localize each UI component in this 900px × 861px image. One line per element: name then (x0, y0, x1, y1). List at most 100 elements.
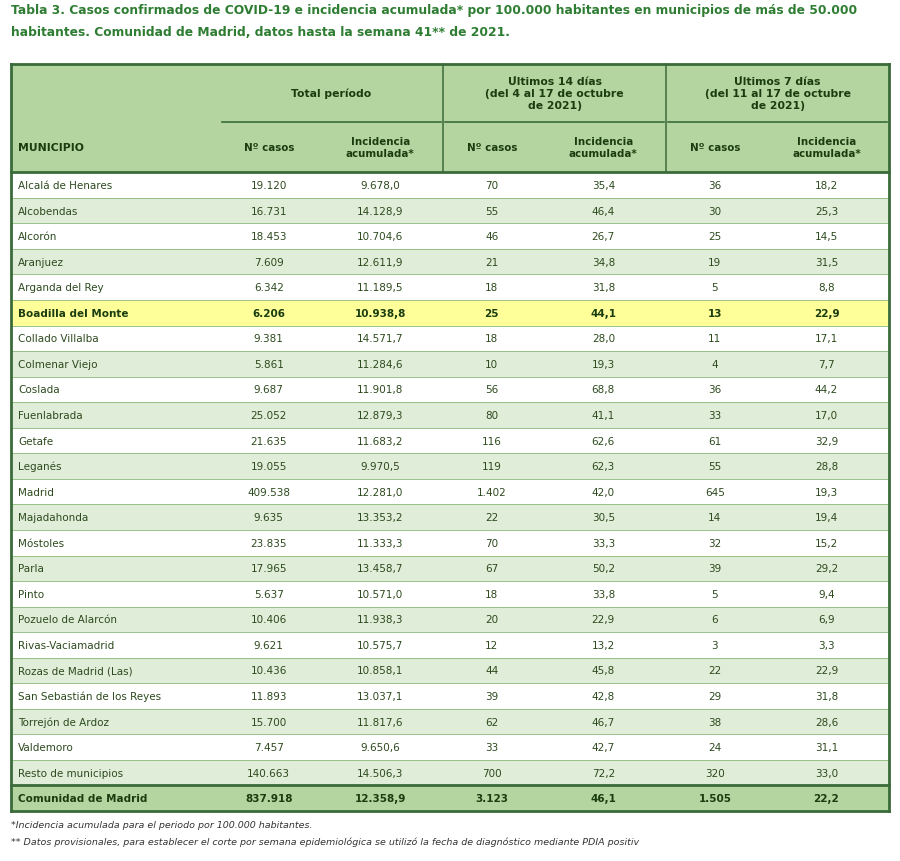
Text: Comunidad de Madrid: Comunidad de Madrid (18, 793, 148, 803)
Bar (11, 581, 889, 607)
Text: Fuenlabrada: Fuenlabrada (18, 411, 83, 420)
Text: 15,2: 15,2 (814, 538, 838, 548)
Text: 46,1: 46,1 (590, 793, 616, 803)
Text: 17,0: 17,0 (814, 411, 838, 420)
Text: 10.406: 10.406 (250, 615, 287, 625)
Text: 16.731: 16.731 (250, 207, 287, 216)
Bar (11, 505, 889, 530)
Text: 28,8: 28,8 (814, 461, 838, 472)
Text: 13,2: 13,2 (591, 641, 615, 650)
Text: 33,8: 33,8 (591, 589, 615, 599)
Text: 10: 10 (485, 359, 499, 369)
Text: Collado Villalba: Collado Villalba (18, 334, 99, 344)
Text: 39: 39 (708, 564, 722, 573)
Text: 11: 11 (708, 334, 722, 344)
Text: 28,6: 28,6 (814, 716, 838, 727)
Text: 12.611,9: 12.611,9 (357, 257, 403, 268)
Text: 46,7: 46,7 (591, 716, 615, 727)
Text: 4: 4 (712, 359, 718, 369)
Text: 116: 116 (482, 436, 502, 446)
Text: 21: 21 (485, 257, 499, 268)
Text: 700: 700 (482, 768, 501, 777)
Text: 11.333,3: 11.333,3 (357, 538, 403, 548)
Bar (11, 480, 889, 505)
Text: Coslada: Coslada (18, 385, 59, 395)
Text: 8,8: 8,8 (818, 283, 835, 293)
Text: 11.938,3: 11.938,3 (357, 615, 403, 625)
Text: 19.055: 19.055 (250, 461, 287, 472)
Text: 10.938,8: 10.938,8 (355, 308, 406, 319)
Bar (11, 199, 889, 224)
Text: 19.120: 19.120 (250, 181, 287, 191)
Bar (11, 760, 889, 785)
Text: 62: 62 (485, 716, 499, 727)
Text: 42,8: 42,8 (591, 691, 615, 701)
Text: 22: 22 (485, 512, 499, 523)
Text: 14.128,9: 14.128,9 (357, 207, 403, 216)
Text: 5: 5 (712, 283, 718, 293)
Text: 645: 645 (705, 487, 725, 497)
Text: 25: 25 (708, 232, 722, 242)
Bar (11, 607, 889, 633)
Text: 46: 46 (485, 232, 499, 242)
Text: Alcobendas: Alcobendas (18, 207, 78, 216)
Text: Leganés: Leganés (18, 461, 61, 472)
Text: Alcalá de Henares: Alcalá de Henares (18, 181, 112, 191)
Text: 33,3: 33,3 (591, 538, 615, 548)
Text: Total período: Total período (292, 89, 372, 99)
Text: Pinto: Pinto (18, 589, 44, 599)
Text: 33: 33 (485, 742, 499, 753)
Text: Madrid: Madrid (18, 487, 54, 497)
Text: 29: 29 (708, 691, 722, 701)
Text: 12.879,3: 12.879,3 (357, 411, 403, 420)
Text: 10.436: 10.436 (250, 666, 287, 676)
Text: 19: 19 (708, 257, 722, 268)
Text: 15.700: 15.700 (250, 716, 287, 727)
Text: 24: 24 (708, 742, 722, 753)
Text: 34,8: 34,8 (591, 257, 615, 268)
Text: 56: 56 (485, 385, 499, 395)
Text: 31,8: 31,8 (814, 691, 838, 701)
Text: 25.052: 25.052 (250, 411, 287, 420)
Text: 67: 67 (485, 564, 499, 573)
Bar (11, 428, 889, 454)
Bar (11, 65, 889, 173)
Bar (11, 530, 889, 556)
Text: Últimos 14 días
(del 4 al 17 de octubre
de 2021): Últimos 14 días (del 4 al 17 de octubre… (485, 77, 624, 111)
Text: Nº casos: Nº casos (466, 143, 517, 153)
Text: 25: 25 (484, 308, 500, 319)
Text: 18: 18 (485, 283, 499, 293)
Text: 14,5: 14,5 (814, 232, 838, 242)
Text: Getafe: Getafe (18, 436, 53, 446)
Text: 409.538: 409.538 (248, 487, 290, 497)
Text: 9.678,0: 9.678,0 (360, 181, 400, 191)
Text: 45,8: 45,8 (591, 666, 615, 676)
Text: 19,3: 19,3 (591, 359, 615, 369)
Text: 19,3: 19,3 (814, 487, 838, 497)
Text: 18: 18 (485, 334, 499, 344)
Text: 13.037,1: 13.037,1 (357, 691, 403, 701)
Bar (11, 556, 889, 581)
Text: MUNICIPIO: MUNICIPIO (18, 143, 84, 153)
Text: 3: 3 (712, 641, 718, 650)
Text: 70: 70 (485, 538, 499, 548)
Text: 18: 18 (485, 589, 499, 599)
Bar (11, 454, 889, 480)
Text: 1.402: 1.402 (477, 487, 507, 497)
Text: 11.284,6: 11.284,6 (357, 359, 403, 369)
Text: Rivas-Vaciamadrid: Rivas-Vaciamadrid (18, 641, 114, 650)
Text: 61: 61 (708, 436, 722, 446)
Text: 5: 5 (712, 589, 718, 599)
Text: 39: 39 (485, 691, 499, 701)
Text: San Sebastián de los Reyes: San Sebastián de los Reyes (18, 691, 161, 702)
Text: 11.893: 11.893 (250, 691, 287, 701)
Bar (11, 276, 889, 300)
Text: 10.575,7: 10.575,7 (357, 641, 403, 650)
Text: 29,2: 29,2 (814, 564, 838, 573)
Text: 55: 55 (708, 461, 722, 472)
Text: 19,4: 19,4 (814, 512, 838, 523)
Text: 31,8: 31,8 (591, 283, 615, 293)
Text: 35,4: 35,4 (591, 181, 615, 191)
Text: 36: 36 (708, 181, 722, 191)
Bar (11, 403, 889, 428)
